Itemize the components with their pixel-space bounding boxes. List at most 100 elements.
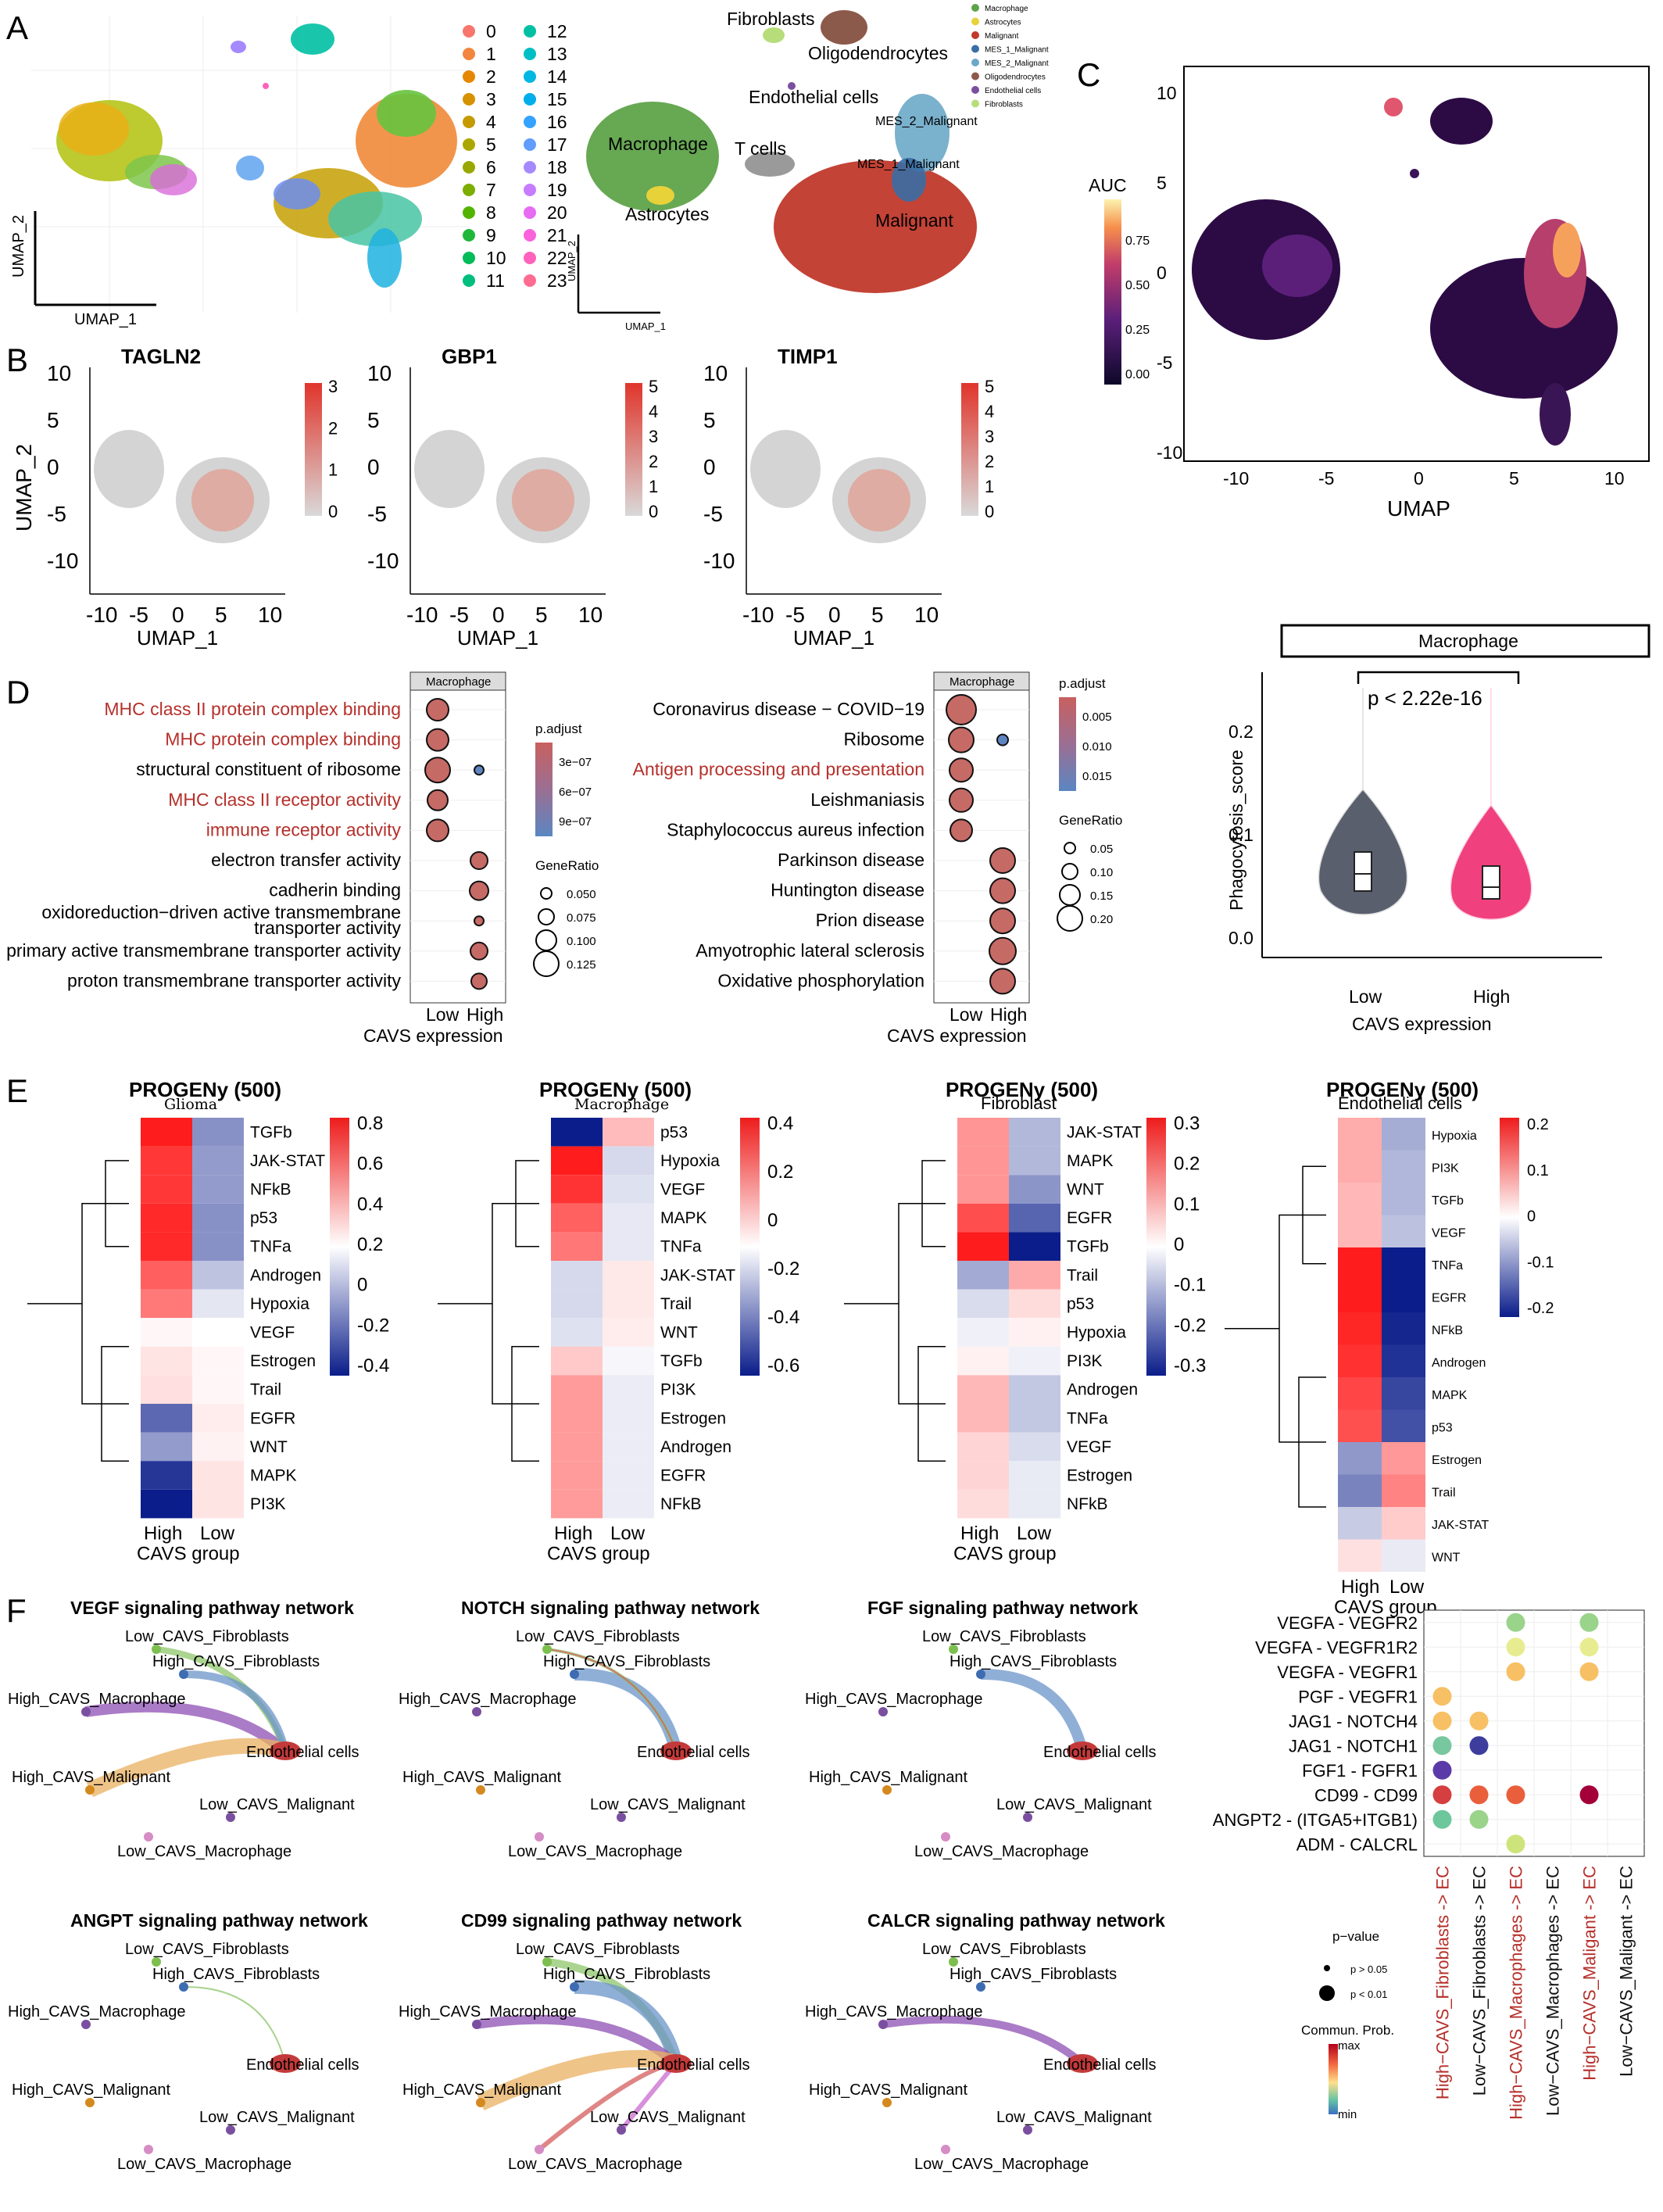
scale-tick: 0 bbox=[357, 1275, 367, 1296]
size-key bbox=[533, 950, 560, 977]
heat-cell bbox=[1338, 1344, 1382, 1377]
row-label: TNFa bbox=[1432, 1259, 1463, 1272]
umap-celltypes-plot: Fibroblasts Oligodendrocytes Endothelial… bbox=[566, 4, 1049, 332]
scale-tick: 0.8 bbox=[357, 1113, 383, 1134]
gene-title: TAGLN2 bbox=[121, 345, 201, 368]
node-label: Low_CAVS_Malignant bbox=[199, 1796, 355, 1813]
heat-cell bbox=[551, 1118, 603, 1147]
heat-cell bbox=[1338, 1539, 1382, 1572]
heat-cell bbox=[1338, 1377, 1382, 1410]
heatmap-scale bbox=[1146, 1118, 1166, 1376]
xtick: -5 bbox=[449, 603, 469, 627]
node-label: Low_CAVS_Malignant bbox=[199, 2109, 355, 2126]
color-scale bbox=[305, 383, 322, 516]
heat-cell bbox=[141, 1175, 192, 1204]
node-label: Low_CAVS_Macrophage bbox=[914, 2156, 1089, 2173]
row-label: NFkB bbox=[660, 1495, 702, 1513]
term-label: transporter activity bbox=[254, 918, 401, 938]
dot bbox=[949, 757, 974, 783]
term-label: oxidoreduction−driven active transmembra… bbox=[41, 902, 401, 922]
heat-cell bbox=[192, 1146, 244, 1176]
heat-cell bbox=[1338, 1215, 1382, 1247]
x-high: High bbox=[960, 1523, 999, 1544]
pair-col-label: Low−CAVS_Maligant -> EC bbox=[1617, 1866, 1636, 2077]
label-macrophage: Macrophage bbox=[608, 134, 708, 154]
ytick: -10 bbox=[367, 549, 399, 573]
heat-cell bbox=[192, 1461, 244, 1490]
legend-dot bbox=[524, 116, 536, 128]
heat-cell bbox=[603, 1432, 654, 1462]
heat-cell bbox=[551, 1404, 603, 1433]
row-label: JAK-STAT bbox=[1067, 1123, 1142, 1141]
xlabel: UMAP_1 bbox=[137, 626, 218, 650]
scale-tick: 2 bbox=[328, 418, 338, 438]
network-node bbox=[1023, 2125, 1032, 2135]
padj-title: p.adjust bbox=[1059, 676, 1106, 691]
legend-dot bbox=[463, 184, 475, 196]
legend-label: Oligodendrocytes bbox=[985, 73, 1046, 82]
scale-tick: 0.4 bbox=[357, 1194, 383, 1215]
umap1-ylabel: UMAP_2 bbox=[10, 215, 27, 277]
heat-cell bbox=[957, 1232, 1009, 1261]
legend-label: 6 bbox=[486, 157, 496, 177]
label-mes2: MES_2_Malignant bbox=[875, 115, 978, 128]
row-label: EGFR bbox=[250, 1409, 295, 1427]
node-label: Low_CAVS_Macrophage bbox=[508, 2156, 682, 2173]
ytick: 10 bbox=[367, 361, 392, 385]
scale-tick: 0.2 bbox=[767, 1161, 793, 1183]
heat-cell bbox=[1338, 1118, 1382, 1151]
ytick: 0 bbox=[1157, 263, 1167, 283]
node-label: Endothelial cells bbox=[246, 2056, 359, 2074]
lr-dot bbox=[1432, 1736, 1452, 1756]
network-node bbox=[882, 2098, 892, 2107]
xlabel: CAVS group bbox=[547, 1543, 650, 1564]
dot bbox=[989, 907, 1016, 935]
label-astrocytes: Astrocytes bbox=[625, 204, 709, 224]
x-low: Low bbox=[426, 1004, 460, 1025]
heat-cell bbox=[1009, 1261, 1060, 1290]
lr-dot bbox=[1579, 1662, 1599, 1681]
heatmap-title: PROGENy (500) bbox=[946, 1078, 1098, 1101]
network-node bbox=[476, 1785, 485, 1795]
violin-x-low: Low bbox=[1349, 986, 1382, 1007]
row-label: TGFb bbox=[250, 1123, 292, 1141]
scale-tick: 4 bbox=[985, 402, 994, 421]
heat-cell bbox=[957, 1146, 1009, 1176]
heat-cell bbox=[603, 1346, 654, 1376]
network-title: VEGF signaling pathway network bbox=[70, 1598, 354, 1618]
celltype-legend: Macrophage Astrocytes Malignant MES_1_Malig… bbox=[971, 4, 1049, 109]
legend-dot bbox=[524, 252, 536, 264]
ytick: -10 bbox=[1157, 442, 1182, 463]
node-label: Low_CAVS_Fibroblasts bbox=[516, 1941, 680, 1958]
row-label: TNFa bbox=[250, 1238, 291, 1256]
term-label: Parkinson disease bbox=[778, 850, 924, 870]
legend-dot bbox=[524, 70, 536, 83]
node-label: Low_CAVS_Macrophage bbox=[508, 1843, 682, 1860]
auc-tick: 0.50 bbox=[1125, 279, 1150, 292]
node-label: High_CAVS_Malignant bbox=[809, 1769, 968, 1786]
legend-dot bbox=[971, 17, 979, 26]
heat-cell bbox=[1338, 1247, 1382, 1280]
network-node bbox=[878, 2020, 888, 2029]
row-label: p53 bbox=[660, 1123, 688, 1141]
dot bbox=[949, 787, 974, 813]
term-label: Ribosome bbox=[843, 729, 924, 750]
node-label: High_CAVS_Fibroblasts bbox=[152, 1966, 320, 1983]
ligand-receptor-dotplot: VEGFA - VEGFR2 VEGFA - VEGFR1R2 VEGFA - VE… bbox=[1213, 1609, 1645, 2121]
row-label: VEGF bbox=[1432, 1226, 1466, 1240]
heat-cell bbox=[957, 1489, 1009, 1519]
x-high: High bbox=[144, 1523, 182, 1544]
signal-edge bbox=[477, 2049, 679, 2111]
padj-tick: 0.015 bbox=[1082, 770, 1112, 783]
pair-col-label: High−CAVS_Maligant -> EC bbox=[1580, 1866, 1600, 2081]
xlabel: CAVS group bbox=[953, 1543, 1057, 1564]
ytick: -10 bbox=[703, 549, 735, 573]
heat-cell bbox=[603, 1175, 654, 1204]
heat-cell bbox=[551, 1175, 603, 1204]
heat-cell bbox=[957, 1118, 1009, 1147]
heat-cell bbox=[603, 1289, 654, 1319]
row-label: WNT bbox=[1432, 1551, 1461, 1564]
scale-tick: 0 bbox=[985, 502, 994, 521]
row-label: Hypoxia bbox=[1067, 1324, 1126, 1342]
legend-label: 5 bbox=[486, 134, 496, 155]
